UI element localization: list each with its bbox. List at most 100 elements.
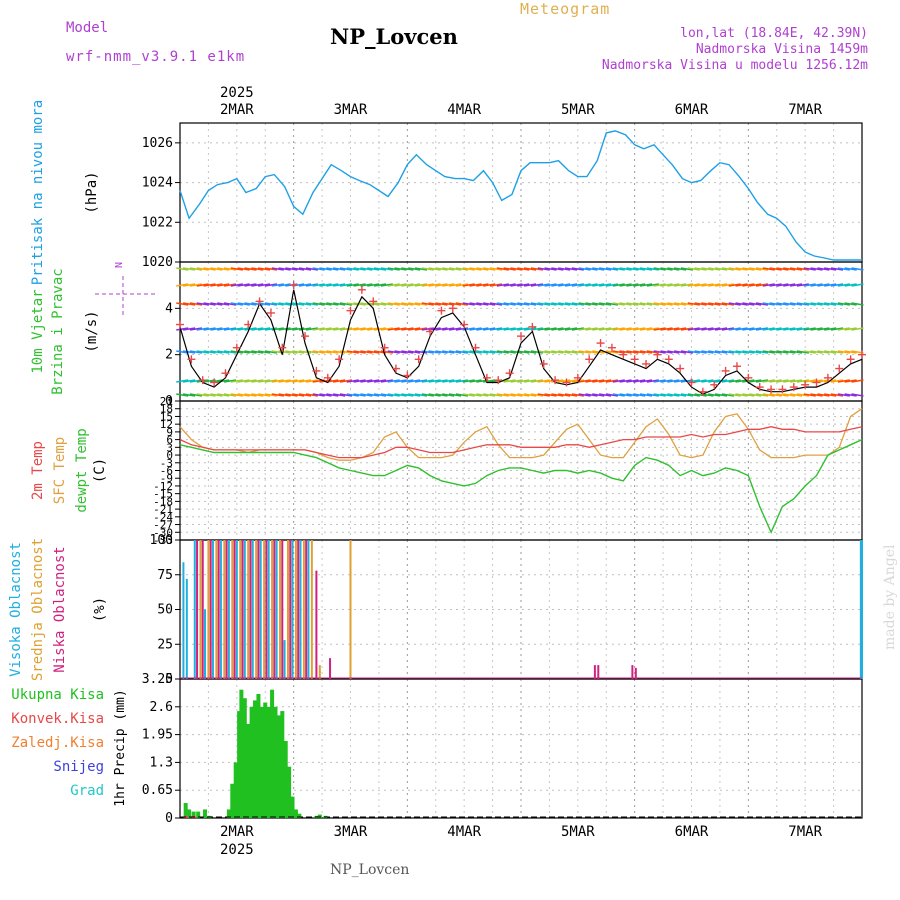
wind-barb <box>714 393 728 397</box>
wind-barb <box>571 350 584 354</box>
y-tick-label: -18 <box>153 495 173 508</box>
wind-barb <box>544 350 557 354</box>
wind-barb <box>414 350 428 354</box>
wind-barb <box>824 350 837 354</box>
wind-barb <box>564 350 578 354</box>
y-tick-label: 12 <box>160 418 173 431</box>
wind-barb <box>824 302 837 306</box>
wind-barb <box>469 327 482 331</box>
wind-barb <box>796 393 810 397</box>
wind-barb <box>414 302 428 306</box>
wind-barb <box>749 302 762 306</box>
wind-barb <box>667 379 680 383</box>
x-tick-label-bottom: 4MAR <box>447 824 481 840</box>
wind-barb <box>789 393 803 397</box>
wind-barb <box>776 302 789 306</box>
wind-barb <box>237 350 250 354</box>
wind-barb <box>660 283 673 287</box>
precip-bar <box>276 715 281 818</box>
wind-barb <box>401 302 414 306</box>
wind-barb <box>182 283 196 287</box>
wind-barb <box>749 327 762 331</box>
wind-barb <box>810 350 823 354</box>
wind-barb <box>182 327 196 331</box>
wind-barb <box>564 267 578 271</box>
wind-barb <box>626 302 639 306</box>
wind-barb <box>510 350 523 354</box>
wind-barb <box>203 327 216 331</box>
axis-title-pressure: Pritisak na nivou mora <box>30 100 46 285</box>
wind-barb <box>762 283 775 287</box>
wind-barb <box>612 267 625 271</box>
wind-barb <box>257 350 271 354</box>
wind-barb <box>442 379 455 383</box>
wind-barb <box>633 327 646 331</box>
wind-barb <box>578 302 591 306</box>
wind-barb <box>360 283 373 287</box>
wind-barb <box>305 393 318 397</box>
y-tick-label: -12 <box>153 480 173 493</box>
wind-barb <box>612 327 625 331</box>
wind-barb <box>633 283 646 287</box>
wind-barb <box>489 267 503 271</box>
wind-barb <box>469 267 482 271</box>
wind-barb <box>237 302 250 306</box>
wind-barb <box>503 302 516 306</box>
wind-barb <box>674 302 687 306</box>
wind-barb <box>674 350 687 354</box>
wind-barb <box>653 350 666 354</box>
wind-barb <box>367 379 380 383</box>
wind-barb <box>414 393 428 397</box>
wind-barb <box>749 393 762 397</box>
wind-barb <box>564 393 578 397</box>
wind-barb <box>394 267 407 271</box>
wind-barb <box>824 267 837 271</box>
wind-barb <box>844 379 857 383</box>
wind-barb <box>510 327 523 331</box>
wind-barb <box>305 302 318 306</box>
wind-barb <box>687 327 700 331</box>
wind-barb <box>346 327 359 331</box>
wind-barb <box>367 283 380 287</box>
precip-bar <box>259 706 264 818</box>
wind-barb <box>830 393 844 397</box>
wind-barb <box>762 379 775 383</box>
wind-barb <box>421 302 434 306</box>
wind-barb <box>244 379 257 383</box>
precip-bar <box>263 702 268 818</box>
wind-barb <box>749 350 762 354</box>
x-tick-label-top: 3MAR <box>334 102 368 118</box>
axis-title-cloud: Visoka Oblacnost <box>8 542 24 677</box>
y-tick-label: 4 <box>165 301 173 316</box>
wind-barb <box>844 302 857 306</box>
wind-barb <box>633 267 646 271</box>
wind-barb <box>503 393 516 397</box>
wind-barb <box>271 393 284 397</box>
wind-barb <box>544 393 557 397</box>
axis-title-cloud: (%) <box>92 597 108 622</box>
wind-barb <box>530 393 544 397</box>
wind-barb <box>176 302 189 306</box>
wind-barb <box>360 393 373 397</box>
wind-barb <box>333 267 346 271</box>
wind-barb <box>312 327 325 331</box>
wind-barb <box>578 350 591 354</box>
wind-barb <box>394 327 407 331</box>
wind-barb <box>674 379 687 383</box>
wind-barb <box>298 283 312 287</box>
wind-barb <box>551 267 564 271</box>
wind-barb <box>851 327 864 331</box>
wind-barb <box>837 393 850 397</box>
series-wind-speed <box>179 289 863 395</box>
wind-barb <box>319 393 332 397</box>
wind-barb <box>551 350 564 354</box>
wind-barb <box>830 379 844 383</box>
wind-barb <box>251 302 264 306</box>
wind-barb <box>687 393 700 397</box>
precip-bar <box>246 723 251 818</box>
precip-bar <box>230 783 235 818</box>
wind-barb <box>708 283 721 287</box>
precip-bar <box>290 796 295 818</box>
wind-barb <box>830 350 844 354</box>
